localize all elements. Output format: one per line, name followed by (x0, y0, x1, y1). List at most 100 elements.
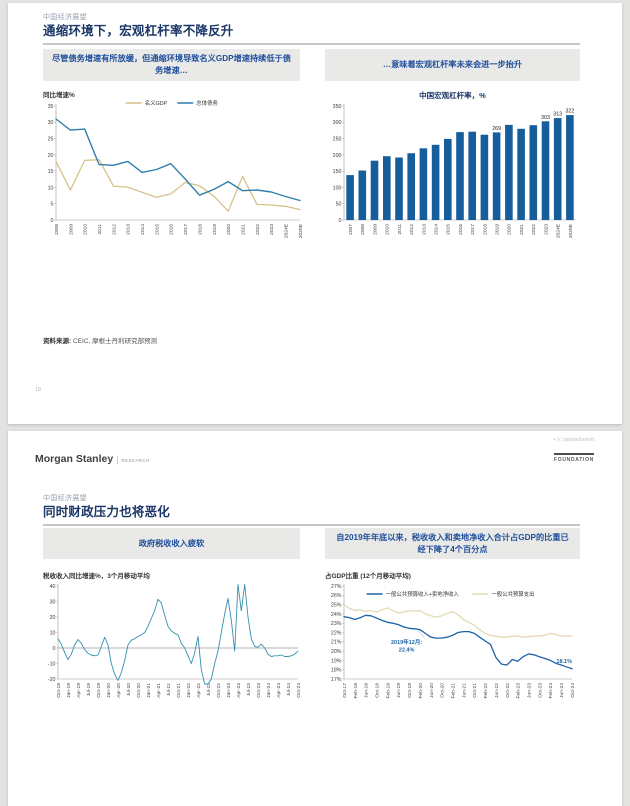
svg-text:2023: 2023 (543, 224, 549, 235)
left-chart-label: 税收收入同比增速%，3个月移动平均 (43, 573, 150, 580)
svg-text:10: 10 (50, 630, 56, 636)
slide-page-1: 中国经济展望 通缩环境下，宏观杠杆率不降反升 尽管债务增速有所放缓，但通缩环境导… (8, 3, 622, 424)
svg-text:Jul-20: Jul-20 (126, 683, 132, 697)
svg-text:Oct-23: Oct-23 (256, 683, 262, 698)
svg-text:总体债务: 总体债务 (196, 99, 218, 107)
svg-text:2022: 2022 (531, 224, 537, 235)
svg-text:2010: 2010 (83, 224, 89, 235)
svg-text:2023: 2023 (269, 224, 275, 235)
svg-text:2014: 2014 (140, 224, 146, 235)
svg-text:0: 0 (339, 218, 342, 224)
svg-text:-20: -20 (48, 677, 56, 683)
svg-text:2013: 2013 (421, 224, 427, 235)
left-chart-y-axis-label: 同比增速% (43, 92, 75, 99)
svg-text:269: 269 (492, 126, 501, 132)
svg-text:Oct-19: Oct-19 (407, 683, 413, 698)
svg-text:Oct-20: Oct-20 (136, 683, 142, 698)
svg-text:18.1%: 18.1% (556, 659, 572, 665)
source-text: CEIC, 摩根士丹利研究部预测 (71, 338, 158, 345)
svg-text:2015: 2015 (154, 224, 160, 235)
svg-text:2009: 2009 (372, 224, 378, 235)
section-eyebrow: 中国经济展望 (43, 14, 87, 21)
svg-text:2014: 2014 (433, 224, 439, 235)
svg-text:Oct-23: Oct-23 (537, 683, 543, 698)
svg-text:Apr-20: Apr-20 (116, 683, 122, 698)
svg-text:15: 15 (48, 169, 54, 175)
svg-text:Jun-24: Jun-24 (559, 683, 565, 698)
svg-text:Feb-20: Feb-20 (418, 683, 424, 699)
svg-text:2012: 2012 (111, 224, 117, 235)
svg-text:Oct-22: Oct-22 (505, 683, 511, 698)
svg-text:27%: 27% (331, 584, 342, 590)
svg-text:35: 35 (48, 104, 54, 110)
svg-text:2020: 2020 (226, 224, 232, 235)
svg-text:2018: 2018 (197, 224, 203, 235)
svg-text:Oct-24: Oct-24 (570, 683, 576, 698)
svg-text:2011: 2011 (97, 224, 103, 235)
fiscal-revenue-gdp-share-chart: 17% 18% 19% 20% 21% 22% 23% 24% 25% 26% 27% Oct-17 F… (331, 584, 576, 699)
svg-text:Jan-19: Jan-19 (66, 683, 72, 698)
svg-text:Oct-19: Oct-19 (96, 683, 102, 698)
svg-text:2013: 2013 (126, 224, 132, 235)
chart-header-left: 政府税收收入疲软 (43, 528, 300, 559)
svg-text:2008: 2008 (360, 224, 366, 235)
svg-text:30: 30 (48, 120, 54, 126)
svg-text:19%: 19% (331, 658, 342, 664)
svg-text:Feb-22: Feb-22 (483, 683, 489, 699)
svg-text:50: 50 (336, 202, 342, 208)
section-eyebrow: 中国经济展望 (43, 495, 87, 502)
svg-text:2020: 2020 (507, 224, 513, 235)
page-title: 通缩环境下，宏观杠杆率不降反升 (43, 24, 234, 38)
svg-text:303: 303 (541, 115, 550, 121)
svg-text:2021: 2021 (519, 224, 525, 235)
svg-text:Feb-21: Feb-21 (450, 683, 456, 699)
svg-text:5: 5 (51, 202, 54, 208)
svg-text:Feb-24: Feb-24 (548, 683, 554, 699)
svg-text:Jan-22: Jan-22 (186, 683, 192, 698)
logo-divider: | (116, 454, 119, 464)
logo-wordmark: Morgan Stanley (35, 453, 114, 465)
svg-text:-10: -10 (48, 661, 56, 667)
right-chart-title: 中国宏观杠杆率，% (419, 91, 486, 100)
svg-text:2025E: 2025E (298, 223, 304, 238)
source-label: 资料来源: (43, 338, 72, 345)
svg-text:21%: 21% (331, 640, 342, 646)
svg-text:30: 30 (50, 599, 56, 605)
svg-text:2022: 2022 (255, 224, 261, 235)
research-label: RESEARCH (121, 458, 150, 463)
source-note: 资料来源: CEIC, 摩根士丹利研究部预测 (43, 335, 157, 345)
svg-text:150: 150 (333, 169, 342, 175)
svg-text:Apr-23: Apr-23 (236, 683, 242, 698)
svg-text:40: 40 (50, 584, 56, 590)
svg-text:一般公共预算支出: 一般公共预算支出 (491, 590, 534, 598)
svg-text:2010: 2010 (385, 224, 391, 235)
svg-text:Jan-21: Jan-21 (146, 683, 152, 698)
svg-text:Oct-18: Oct-18 (374, 683, 380, 698)
svg-text:2024E: 2024E (556, 223, 562, 238)
svg-text:20%: 20% (331, 649, 342, 655)
svg-text:Jan-23: Jan-23 (226, 683, 232, 698)
svg-text:Jan-20: Jan-20 (106, 683, 112, 698)
svg-text:Feb-18: Feb-18 (353, 683, 359, 699)
svg-text:17%: 17% (331, 677, 342, 683)
svg-text:20: 20 (48, 153, 54, 159)
svg-text:2009: 2009 (68, 224, 74, 235)
svg-text:350: 350 (333, 104, 342, 110)
svg-text:Oct-21: Oct-21 (472, 683, 478, 698)
chart-header-right: 自2019年年底以来，税收收入和卖地净收入合计占GDP的比重已经下降了4个百分点 (325, 528, 580, 559)
svg-text:Jan-24: Jan-24 (266, 683, 272, 698)
svg-text:Jun-18: Jun-18 (364, 683, 370, 698)
svg-text:20: 20 (50, 615, 56, 621)
watermark-text: + V. qianjiaoboanft (552, 437, 594, 443)
svg-text:Jul-23: Jul-23 (246, 683, 252, 697)
svg-text:2017: 2017 (470, 224, 476, 235)
svg-text:23%: 23% (331, 621, 342, 627)
svg-text:Apr-24: Apr-24 (276, 683, 282, 698)
svg-text:300: 300 (333, 120, 342, 126)
svg-text:2019: 2019 (495, 224, 501, 235)
svg-text:Oct-20: Oct-20 (440, 683, 446, 698)
svg-text:Jun-19: Jun-19 (396, 683, 402, 698)
svg-text:0: 0 (53, 646, 56, 652)
